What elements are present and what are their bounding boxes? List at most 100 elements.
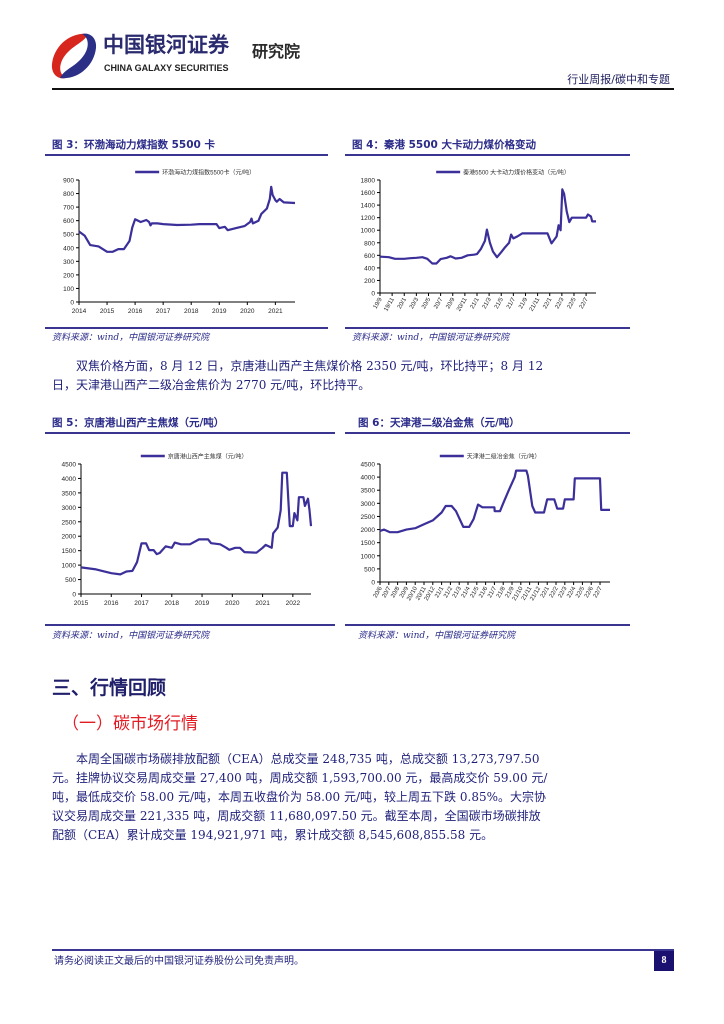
header-divider: [52, 88, 674, 90]
x-tick-label: 21/6: [478, 585, 489, 599]
institute-name: 研究院: [252, 42, 301, 61]
y-tick-label: 2500: [62, 519, 77, 526]
figure-3-chart: 0 100 200 300 400 500 600 700 800 900 2014 2015 2016…: [63, 169, 296, 315]
y-tick-label: 800: [63, 191, 74, 198]
x-tick-label: 22/5: [575, 585, 586, 599]
x-tick-label: 22/1: [542, 296, 553, 310]
y-tick-label: 4500: [361, 462, 376, 469]
y-tick-label: 4000: [62, 476, 77, 483]
y-tick-label: 1200: [361, 215, 376, 222]
x-tick-label: 20/3: [409, 296, 420, 310]
y-tick-label: 800: [364, 240, 375, 247]
footer-divider: [52, 949, 674, 951]
x-tick-label: 2015: [74, 600, 89, 607]
figure-4-bottom-rule: [345, 327, 630, 329]
x-tick-label: 2021: [268, 308, 283, 315]
x-tick-label: 21/5: [494, 296, 505, 310]
y-tick-label: 3500: [62, 490, 77, 497]
figure-5-top-rule: [45, 432, 335, 434]
y-tick-label: 3000: [361, 501, 376, 508]
company-logo: [51, 33, 97, 79]
figure-6-chart: 0 500 1000 1500 2000 2500 3000 3500 4000 4500 20/6…: [361, 453, 610, 602]
y-tick-label: 500: [65, 577, 76, 584]
x-tick-label: 2019: [212, 308, 227, 315]
x-tick-label: 2020: [240, 308, 255, 315]
x-tick-label: 21/7: [487, 585, 498, 599]
x-tick-label: 20/9: [399, 585, 410, 599]
x-tick-label: 2017: [134, 600, 149, 607]
y-tick-label: 600: [63, 218, 74, 225]
coke-price-paragraph: 双焦价格方面，8 月 12 日，京唐港山西产主焦煤价格 2350 元/吨，环比持…: [52, 359, 544, 392]
x-tick-label: 21/3: [482, 296, 493, 310]
x-tick-label: 21/4: [461, 585, 472, 599]
figure-3-top-rule: [45, 154, 328, 156]
series-line: [379, 469, 610, 534]
y-tick-label: 700: [63, 205, 74, 212]
x-tick-label: 22/7: [579, 296, 590, 310]
y-tick-label: 1000: [62, 563, 77, 570]
x-tick-label: 22/3: [555, 296, 566, 310]
legend-label: 环渤海动力煤指数5500卡（元/吨）: [162, 169, 255, 177]
x-tick-label: 20/1: [397, 296, 408, 310]
y-tick-label: 2000: [361, 527, 376, 534]
y-tick-label: 1000: [361, 553, 376, 560]
y-tick-label: 1500: [361, 540, 376, 547]
x-tick-label: 22/3: [558, 585, 569, 599]
series-line: [78, 185, 296, 253]
legend-label: 京唐港山西产主焦煤（元/吨）: [168, 453, 248, 461]
x-tick-label: 2019: [195, 600, 210, 607]
report-tag: 行业周报/碳中和专题: [567, 73, 670, 86]
x-tick-label: 22/4: [566, 585, 577, 599]
x-tick-label: 20/6: [373, 585, 384, 599]
figure-5-chart: 0 500 1000 1500 2000 2500 3000 3500 4000 4500 2015…: [62, 453, 313, 607]
x-tick-label: 21/9: [518, 296, 529, 310]
x-tick-label: 22/5: [567, 296, 578, 310]
x-tick-label: 20/8: [390, 585, 401, 599]
x-tick-label: 21/2: [443, 585, 454, 599]
x-tick-label: 19/11: [383, 296, 396, 312]
y-tick-label: 600: [364, 253, 375, 260]
y-tick-label: 1500: [62, 548, 77, 555]
y-tick-label: 500: [63, 232, 74, 239]
x-tick-label: 19/9: [373, 296, 384, 310]
y-tick-label: 200: [364, 278, 375, 285]
figure-6-source: 资料来源：wind，中国银河证券研究院: [358, 631, 516, 641]
figure-6-top-rule: [345, 432, 630, 434]
x-tick-label: 20/7: [381, 585, 392, 599]
x-tick-label: 2015: [100, 308, 115, 315]
figure-6-bottom-rule: [345, 624, 630, 626]
figure-3-source: 资料来源：wind，中国银河证券研究院: [52, 333, 210, 343]
figure-4-chart: 0 200 400 600 800 1000 1200 1400 1600 1800 19/9 19/…: [361, 169, 596, 313]
y-tick-label: 500: [364, 566, 375, 573]
subsection-heading: （一）碳市场行情: [62, 714, 198, 734]
y-tick-label: 400: [364, 265, 375, 272]
x-tick-label: 21/1: [434, 585, 445, 599]
x-tick-label: 2022: [286, 600, 301, 607]
figure-5-source: 资料来源：wind，中国银河证券研究院: [52, 631, 210, 641]
figure-6-title: 图 6：天津港二级冶金焦（元/吨）: [358, 417, 520, 429]
x-tick-label: 22/2: [549, 585, 560, 599]
legend-label: 秦港5500 大卡动力煤价格变动（元/吨）: [463, 169, 570, 177]
y-tick-label: 100: [63, 286, 74, 293]
y-tick-label: 0: [371, 291, 375, 298]
figure-4-source: 资料来源：wind，中国银河证券研究院: [352, 333, 510, 343]
y-tick-label: 400: [63, 245, 74, 252]
footer-disclaimer: 请务必阅读正文最后的中国银河证券股份公司免责声明。: [54, 956, 304, 967]
y-tick-label: 200: [63, 272, 74, 279]
x-tick-label: 2018: [165, 600, 180, 607]
y-tick-label: 4000: [361, 475, 376, 482]
y-tick-label: 3500: [361, 488, 376, 495]
x-tick-label: 21/7: [506, 296, 517, 310]
figure-4-title: 图 4：秦港 5500 大卡动力煤价格变动: [352, 139, 536, 151]
x-tick-label: 20/5: [421, 296, 432, 310]
x-tick-label: 21/3: [452, 585, 463, 599]
figure-4-top-rule: [345, 154, 630, 156]
x-tick-label: 21/5: [470, 585, 481, 599]
x-tick-label: 21/8: [496, 585, 507, 599]
x-tick-label: 2016: [128, 308, 143, 315]
carbon-market-paragraph: 本周全国碳市场碳排放配额（CEA）总成交量 248,735 吨，总成交额 13,…: [52, 752, 548, 842]
legend-label: 天津港二级冶金焦（元/吨）: [467, 453, 541, 461]
x-tick-label: 21/9: [505, 585, 516, 599]
y-tick-label: 300: [63, 259, 74, 266]
x-tick-label: 22/1: [540, 585, 551, 599]
